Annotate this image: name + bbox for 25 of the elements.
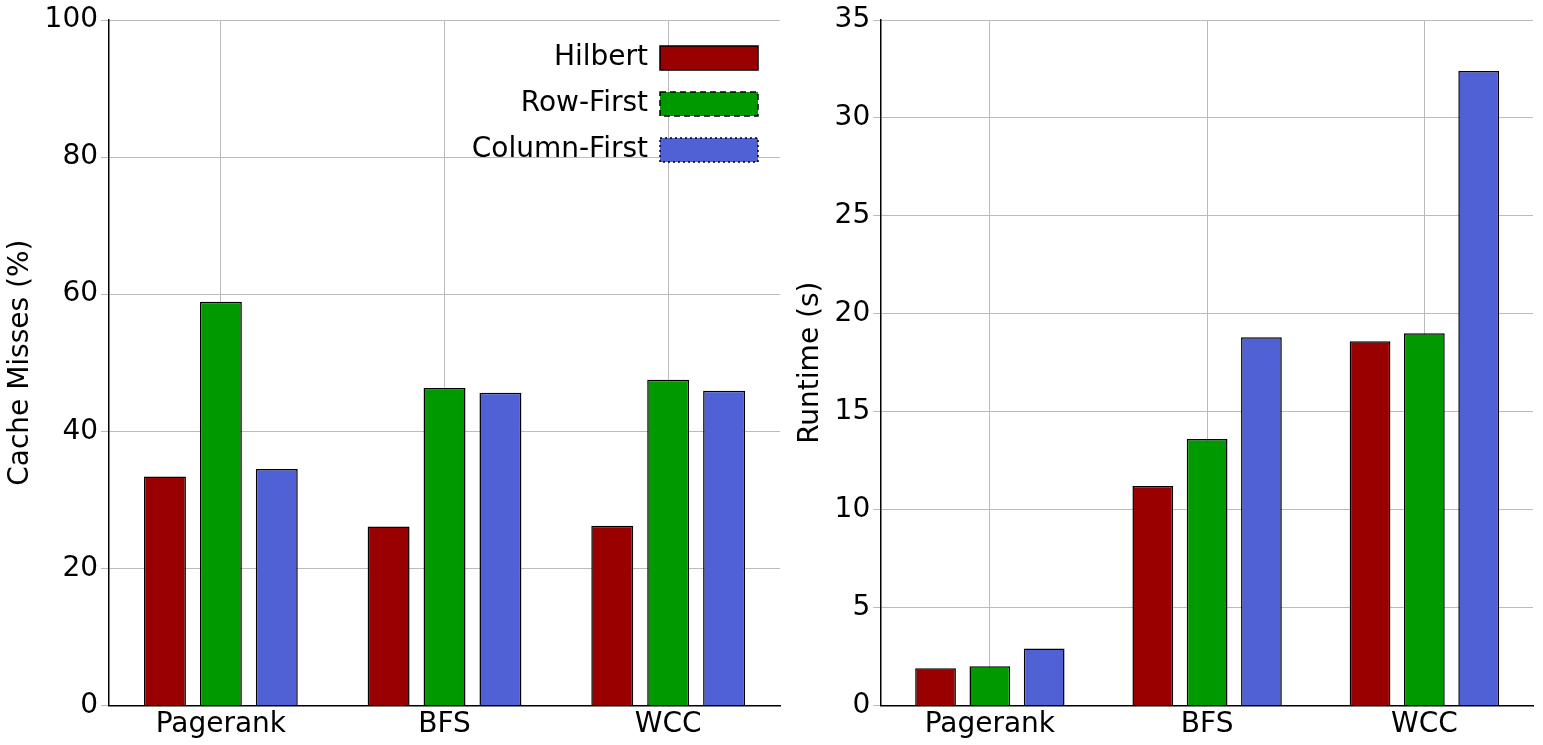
y-tick-label: 20: [62, 549, 99, 583]
y-tick-label: 35: [834, 1, 871, 35]
y-tick-label: 25: [834, 197, 871, 231]
y-axis-title: Runtime (s): [792, 281, 826, 444]
legend-label: Column-First: [471, 131, 649, 165]
y-tick-label: 20: [834, 295, 871, 329]
x-tick-label: Pagerank: [924, 706, 1056, 740]
legend-label: Hilbert: [553, 39, 649, 73]
x-tick-label: BFS: [418, 706, 471, 740]
y-tick-label: 10: [834, 490, 871, 524]
y-tick-label: 80: [62, 138, 99, 172]
x-tick-label: BFS: [1180, 706, 1234, 740]
y-tick-label: 0: [852, 686, 871, 720]
y-tick-label: 5: [852, 588, 871, 622]
y-tick-label: 30: [834, 99, 871, 133]
y-axis-title: Cache Misses (%): [2, 239, 36, 486]
x-tick-label: WCC: [1390, 706, 1458, 740]
y-tick-label: 40: [62, 412, 99, 446]
y-tick-label: 60: [62, 275, 99, 309]
x-tick-label: Pagerank: [155, 706, 287, 740]
y-tick-label: 100: [44, 1, 99, 35]
x-tick-label: WCC: [634, 706, 702, 740]
y-tick-label: 0: [80, 686, 99, 720]
legend-label: Row-First: [520, 85, 649, 119]
y-tick-label: 15: [834, 392, 871, 426]
